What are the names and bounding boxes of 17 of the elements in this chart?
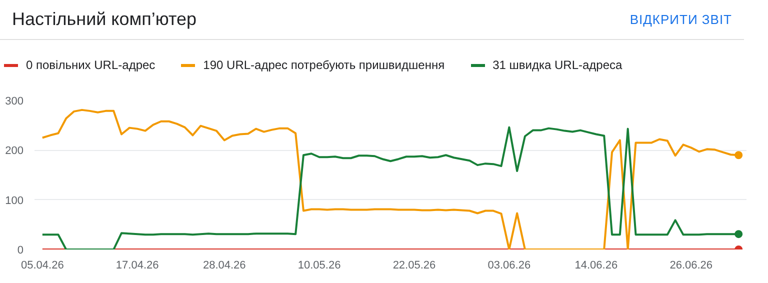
x-tick-label: 28.04.26 xyxy=(202,260,246,272)
y-tick-label: 0 xyxy=(17,244,24,256)
legend-label: 190 URL-адрес потребують пришвидшення xyxy=(202,58,445,72)
x-tick-label: 14.06.26 xyxy=(574,260,618,272)
y-tick-label: 100 xyxy=(5,194,24,207)
x-tick-label: 10.05.26 xyxy=(298,260,341,272)
x-tick-label: 22.05.26 xyxy=(392,260,436,272)
x-tick-label: 26.06.26 xyxy=(670,260,713,272)
x-tick-label: 05.04.26 xyxy=(21,260,64,272)
y-tick-label: 200 xyxy=(5,145,24,158)
y-tick-label: 300 xyxy=(5,96,24,108)
legend-label: 31 швидка URL-адреса xyxy=(492,58,622,72)
chart-title: Настільний комп’ютер xyxy=(12,9,197,30)
x-tick-label: 03.06.26 xyxy=(488,260,531,272)
text: ВІДКРИТИ ЗВІТ xyxy=(630,12,732,27)
legend-label: 0 повільних URL-адрес xyxy=(25,58,156,72)
x-tick-label: 17.04.26 xyxy=(116,260,159,272)
